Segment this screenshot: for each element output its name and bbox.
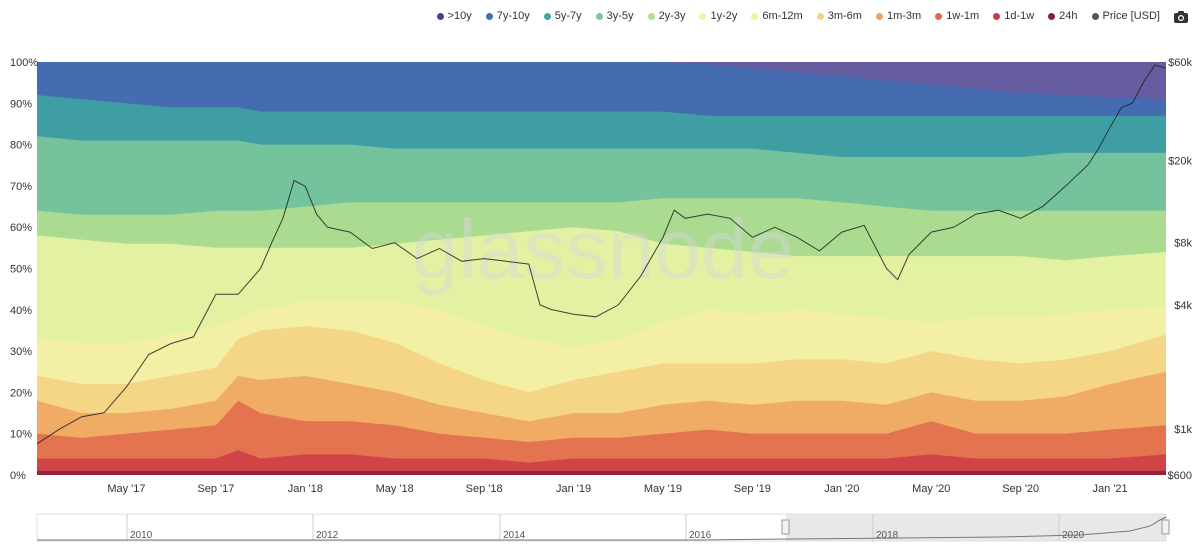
legend-item[interactable]: 3y-5y [595, 10, 634, 22]
legend-swatch [647, 12, 655, 20]
y2-tick-label: $60k [1168, 57, 1192, 69]
y-tick-label: 30% [10, 346, 32, 358]
legend-label: 5y-7y [554, 10, 582, 22]
navigator-price-line [37, 516, 1167, 541]
x-tick-label: Jan '20 [824, 483, 859, 495]
legend-item[interactable]: 1m-3m [875, 10, 922, 22]
legend-label: 7y-10y [496, 10, 530, 22]
legend-swatch [1048, 12, 1056, 20]
navigator-handle-left[interactable] [781, 519, 790, 535]
legend-swatch [935, 12, 943, 20]
y2-tick-label: $600 [1168, 470, 1192, 482]
y-axis-right: $600 $1k $4k $8k $20k $60k [1168, 57, 1193, 482]
x-tick-label: May '18 [376, 483, 414, 495]
y2-tick-label: $8k [1174, 238, 1192, 250]
y2-tick-label: $1k [1174, 424, 1192, 436]
legend-label: 24h [1059, 10, 1078, 22]
y-tick-label: 90% [10, 98, 32, 110]
legend-swatch [816, 12, 824, 20]
x-tick-label: Sep '19 [734, 483, 771, 495]
price-series [36, 64, 1167, 445]
y-tick-label: 20% [10, 387, 32, 399]
y-axis-left: 0% 10% 20% 30% 40% 50% 60% 70% 80% 90% 100% [10, 57, 38, 482]
y-tick-label: 50% [10, 264, 32, 276]
legend-item[interactable]: 1d-1w [993, 10, 1034, 22]
legend-label: 3y-5y [606, 10, 634, 22]
y-tick-label: 10% [10, 429, 32, 441]
legend-item[interactable]: 5y-7y [543, 10, 582, 22]
y2-tick-label: $4k [1174, 300, 1192, 312]
range-navigator[interactable]: 2010 2012 2014 2016 2018 2020 [36, 513, 1170, 542]
legend-label: 1w-1m [946, 10, 980, 22]
x-tick-label: Sep '20 [1002, 483, 1039, 495]
chart-legend: >10y 7y-10y 5y-7y 3y-5y 2y-3y 1y-2y 6m-1… [423, 10, 1188, 23]
legend-swatch [1091, 12, 1099, 20]
legend-item[interactable]: 7y-10y [485, 10, 530, 22]
y-tick-label: 40% [10, 305, 32, 317]
legend-item[interactable]: 3m-6m [816, 10, 862, 22]
area-1d1w [37, 450, 1166, 475]
legend-label: 3m-6m [827, 10, 862, 22]
legend-item[interactable]: 1w-1m [935, 10, 979, 22]
legend-item[interactable]: 1y-2y [699, 10, 737, 22]
area-24h [37, 470, 1166, 475]
navigator-selection [786, 514, 1166, 541]
navigator-year-label: 2012 [316, 530, 339, 541]
navigator-handle-right[interactable] [1161, 519, 1170, 535]
y-tick-label: 0% [10, 470, 26, 482]
legend-label: 1d-1w [1004, 10, 1035, 22]
legend-item[interactable]: 24h [1048, 10, 1078, 22]
legend-label: 1m-3m [886, 10, 922, 22]
legend-swatch [993, 12, 1001, 20]
camera-icon[interactable] [1174, 10, 1188, 23]
legend-label: Price [USD] [1102, 10, 1160, 22]
legend-swatch [436, 12, 444, 20]
legend-swatch [699, 12, 707, 20]
legend-swatch [751, 12, 759, 20]
legend-label: 1y-2y [710, 10, 738, 22]
x-axis: May '17 Sep '17 Jan '18 May '18 Sep '18 Jan '… [107, 483, 1127, 495]
legend-label: 2y-3y [658, 10, 686, 22]
x-tick-label: Sep '18 [466, 483, 503, 495]
navigator-year-label: 2010 [130, 530, 153, 541]
watermark: glassnode [412, 202, 795, 296]
x-tick-label: May '19 [644, 483, 682, 495]
y-tick-label: 80% [10, 140, 32, 152]
navigator-year-label: 2014 [503, 530, 526, 541]
legend-swatch [485, 12, 493, 20]
y-tick-label: 60% [10, 222, 32, 234]
x-tick-label: Jan '19 [556, 483, 591, 495]
y2-tick-label: $20k [1168, 156, 1192, 168]
legend-label: >10y [447, 10, 472, 22]
legend-item[interactable]: 2y-3y [647, 10, 686, 22]
navigator-year-label: 2016 [689, 530, 712, 541]
stacked-areas [37, 62, 1166, 476]
price-line [36, 64, 1167, 445]
x-tick-label: Jan '18 [288, 483, 323, 495]
legend-label: 6m-12m [762, 10, 803, 22]
x-tick-label: May '20 [912, 483, 950, 495]
navigator-year-label: 2018 [876, 530, 899, 541]
legend-swatch [543, 12, 551, 20]
legend-item[interactable]: Price [USD] [1091, 10, 1160, 22]
legend-swatch [875, 12, 883, 20]
x-tick-label: May '17 [107, 483, 145, 495]
x-tick-label: Jan '21 [1093, 483, 1128, 495]
x-tick-label: Sep '17 [197, 483, 234, 495]
legend-item[interactable]: 6m-12m [751, 10, 803, 22]
y-tick-label: 100% [10, 57, 38, 69]
legend-swatch [595, 12, 603, 20]
legend-item[interactable]: >10y [436, 10, 472, 22]
y-tick-label: 70% [10, 181, 32, 193]
